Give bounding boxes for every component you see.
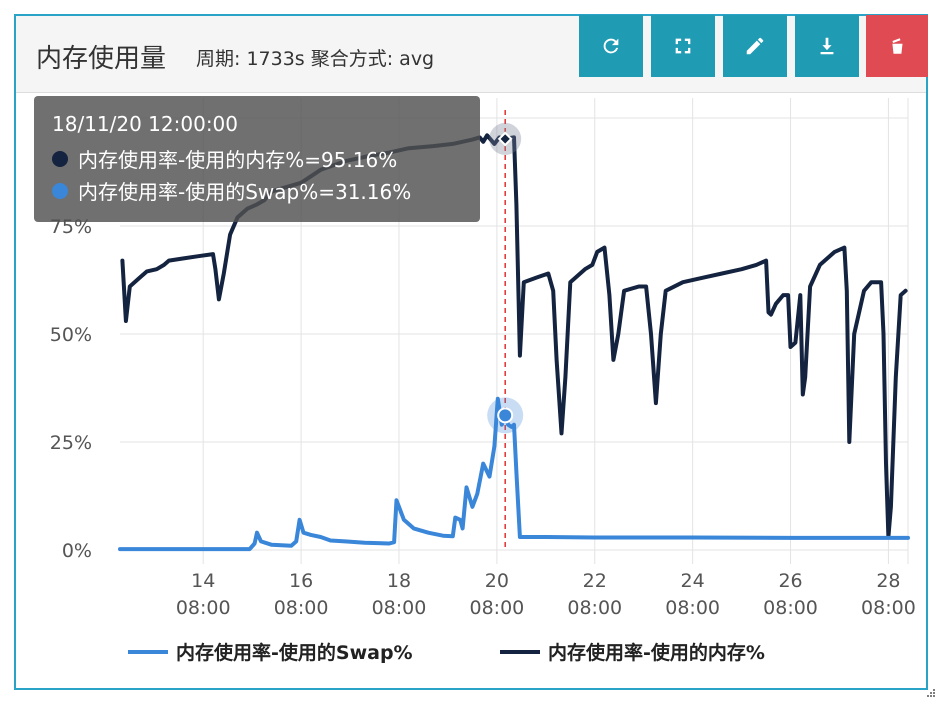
- fullscreen-icon: [675, 38, 691, 54]
- x-tick-time: 08:00: [469, 597, 524, 619]
- y-tick-label: 50%: [50, 324, 92, 346]
- legend-label-swap: 内存使用率-使用的Swap%: [176, 642, 413, 664]
- x-tick-time: 08:00: [274, 597, 329, 619]
- y-tick-label: 0%: [62, 540, 92, 562]
- legend-item-memory[interactable]: 内存使用率-使用的内存%: [500, 638, 765, 665]
- x-tick-day: 20: [485, 570, 509, 592]
- x-tick-day: 26: [778, 570, 802, 592]
- edit-button[interactable]: [723, 15, 787, 77]
- hover-point-swap: [497, 407, 514, 424]
- tooltip-text-memory: 内存使用率-使用的内存%=95.16%: [78, 148, 398, 172]
- x-tick-day: 16: [289, 570, 313, 592]
- tooltip-time: 18/11/20 12:00:00: [52, 112, 239, 136]
- tooltip-dot-memory: [52, 150, 68, 167]
- legend-item-swap[interactable]: 内存使用率-使用的Swap%: [128, 638, 413, 665]
- x-tick-time: 08:00: [567, 597, 622, 619]
- download-button[interactable]: [795, 15, 859, 77]
- refresh-button[interactable]: [579, 15, 643, 77]
- download-icon: [820, 37, 834, 55]
- x-tick-day: 14: [191, 570, 215, 592]
- fullscreen-button[interactable]: [651, 15, 715, 77]
- hover-point-memory: [497, 131, 513, 147]
- tooltip-dot-swap: [52, 182, 68, 199]
- delete-button[interactable]: [866, 15, 928, 77]
- x-tick-time: 08:00: [372, 597, 427, 619]
- tooltip-row-memory: 内存使用率-使用的内存%=95.16%: [52, 144, 397, 173]
- resize-handle-icon[interactable]: [926, 688, 936, 698]
- tooltip-row-swap: 内存使用率-使用的Swap%=31.16%: [52, 176, 411, 205]
- series-line: [118, 396, 910, 552]
- legend-label-memory: 内存使用率-使用的内存%: [548, 642, 765, 664]
- panel-title: 内存使用量: [36, 44, 167, 74]
- x-tick-day: 24: [681, 570, 705, 592]
- x-tick-time: 08:00: [665, 597, 720, 619]
- x-tick-day: 18: [387, 570, 411, 592]
- chart-tooltip: 18/11/20 12:00:00 内存使用率-使用的内存%=95.16% 内存…: [34, 96, 480, 222]
- x-tick-time: 08:00: [763, 597, 818, 619]
- y-tick-label: 25%: [50, 432, 92, 454]
- x-tick-day: 28: [876, 570, 900, 592]
- x-tick-time: 08:00: [176, 597, 231, 619]
- trash-icon: [892, 38, 903, 54]
- legend-swatch-swap: [128, 649, 168, 654]
- x-tick-day: 22: [583, 570, 607, 592]
- x-tick-time: 08:00: [861, 597, 916, 619]
- pencil-icon: [746, 37, 764, 55]
- panel-meta: 周期: 1733s 聚合方式: avg: [196, 48, 435, 70]
- legend-swatch-memory: [500, 649, 540, 654]
- tooltip-text-swap: 内存使用率-使用的Swap%=31.16%: [78, 180, 412, 204]
